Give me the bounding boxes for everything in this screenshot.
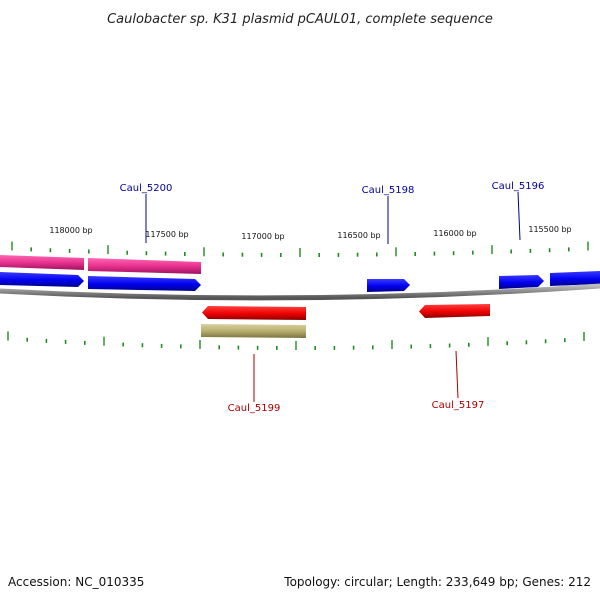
gene-label-caul-5199[interactable]: Caul_5199	[228, 354, 281, 414]
reverse-cds-arrow[interactable]	[202, 306, 306, 320]
gene-label-caul-5198[interactable]: Caul_5198	[362, 185, 415, 244]
gene-label-caul-5200[interactable]: Caul_5200	[120, 183, 173, 243]
reverse-feature-segment[interactable]	[201, 324, 306, 338]
gene-label: Caul_5200	[120, 183, 173, 194]
accession-text: Accession: NC_010335	[8, 575, 144, 589]
tick-track-outer	[11, 241, 589, 257]
map-title: Caulobacter sp. K31 plasmid pCAUL01, com…	[107, 12, 493, 27]
tick-label: 116500 bp	[337, 231, 380, 240]
gene-label-caul-5197[interactable]: Caul_5197	[432, 350, 485, 411]
gene-label: Caul_5199	[228, 403, 281, 414]
genome-backbone	[0, 283, 600, 301]
tick-label: 117000 bp	[241, 232, 284, 241]
forward-feature-track	[0, 255, 201, 274]
forward-cds-arrow[interactable]	[88, 276, 201, 291]
tick-track-inner	[7, 331, 585, 350]
label-leader-line	[517, 191, 521, 241]
gene-label: Caul_5196	[492, 181, 545, 192]
forward-cds-arrow[interactable]	[367, 279, 410, 292]
reverse-cds-track	[202, 304, 490, 320]
forward-cds-arrow[interactable]	[0, 272, 84, 287]
tick-label: 116000 bp	[433, 229, 476, 238]
forward-cds-track	[0, 271, 600, 292]
forward-feature-segment[interactable]	[88, 258, 201, 274]
label-leader-line	[455, 350, 459, 399]
forward-cds-arrow[interactable]	[550, 271, 600, 286]
topology-summary: Topology: circular; Length: 233,649 bp; …	[283, 575, 591, 589]
gene-label: Caul_5197	[432, 400, 485, 411]
tick-label: 117500 bp	[145, 230, 188, 239]
tick-labels: 118000 bp 117500 bp 117000 bp 116500 bp …	[49, 225, 571, 241]
gene-label-caul-5196[interactable]: Caul_5196	[492, 181, 545, 241]
gene-label: Caul_5198	[362, 185, 415, 196]
forward-cds-arrow[interactable]	[499, 275, 544, 289]
tick-label: 115500 bp	[528, 225, 571, 234]
reverse-cds-arrow[interactable]	[419, 304, 490, 318]
tick-label: 118000 bp	[49, 226, 92, 235]
forward-feature-segment[interactable]	[0, 255, 84, 270]
